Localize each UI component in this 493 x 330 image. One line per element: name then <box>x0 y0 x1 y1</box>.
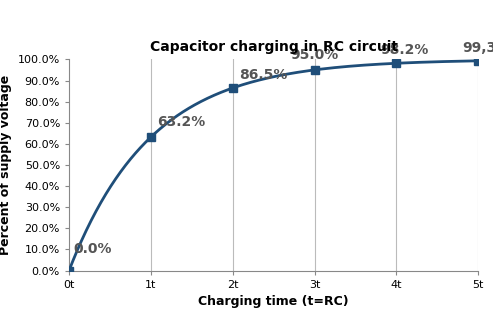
Title: Capacitor charging in RC circuit: Capacitor charging in RC circuit <box>149 40 398 54</box>
Text: 86.5%: 86.5% <box>239 68 287 82</box>
X-axis label: Charging time (t=RC): Charging time (t=RC) <box>198 295 349 308</box>
Text: 95.0%: 95.0% <box>290 48 338 61</box>
Text: 98.2%: 98.2% <box>380 43 428 57</box>
Text: 0.0%: 0.0% <box>73 242 111 256</box>
Text: 99,3%: 99,3% <box>462 41 493 54</box>
Text: 63.2%: 63.2% <box>157 115 206 129</box>
Y-axis label: Percent of supply voltage: Percent of supply voltage <box>0 75 12 255</box>
